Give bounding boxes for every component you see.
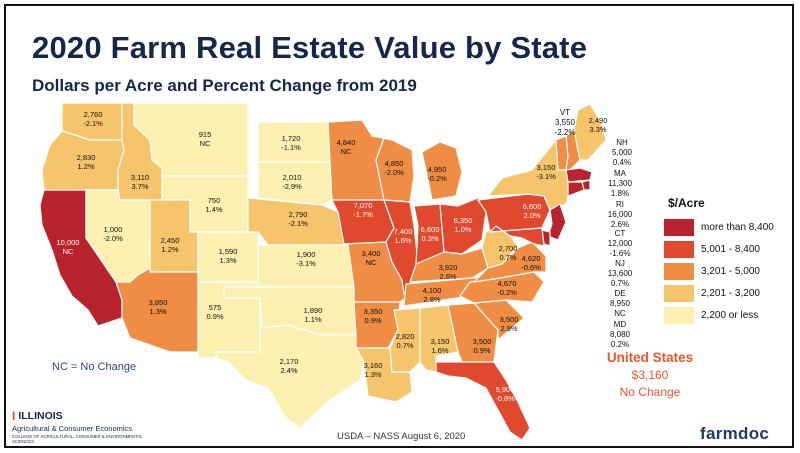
legend-swatch — [664, 262, 694, 280]
state-label-SD: 2,010 -2.9% — [282, 173, 302, 191]
state-label-MS: 2,820 0.7% — [396, 332, 415, 350]
state-label-MA: MA 11,300 1.8% — [608, 169, 632, 198]
state-label-AZ: 3,850 1.3% — [149, 298, 168, 316]
state-label-NE: 2,790 -2.1% — [288, 210, 308, 228]
legend-label: 2,201 - 3,200 — [701, 287, 760, 299]
state-label-GA: 3,500 0.9% — [473, 337, 492, 355]
state-label-SC: 3,500 2.9% — [500, 315, 519, 333]
state-label-RI: RI 16,000 2.6% — [608, 200, 633, 229]
legend-label: 5,001 - 8,400 — [701, 243, 760, 255]
state-NJ — [547, 203, 567, 241]
state-label-UT: 2,450 1.2% — [161, 236, 180, 254]
page-subtitle: Dollars per Acre and Percent Change from… — [32, 76, 417, 95]
state-label-ND: 1,720 -1.1% — [281, 134, 301, 152]
state-label-AR: 3,350 0.9% — [364, 307, 383, 325]
state-MD — [489, 225, 545, 247]
state-label-NV: 1,000 -2.0% — [103, 225, 123, 243]
state-label-IN: 6,600 0.3% — [421, 225, 440, 243]
state-label-ID: 3,110 3.7% — [131, 173, 149, 191]
nc-note: NC = No Change — [52, 361, 137, 373]
state-label-TN: 4,100 2.8% — [423, 286, 442, 304]
illinois-name: ILLINOIS — [18, 410, 63, 422]
state-label-MT: 915 NC — [199, 130, 212, 148]
college-name: COLLEGE OF AGRICULTURAL, CONSUMER & ENVI… — [12, 434, 143, 444]
farmdoc-logo: farmdoc — [700, 424, 770, 443]
state-label-MO: 3,400 NC — [362, 249, 381, 267]
illinois-i-icon: I — [12, 409, 16, 423]
state-label-PA: 6,600 2.0% — [523, 202, 542, 220]
legend-label: 3,201 - 5,000 — [701, 265, 760, 277]
legend-title: $/Acre — [668, 196, 705, 210]
us-summary: United States $3,160 No Change — [600, 350, 700, 399]
state-TX — [215, 297, 365, 429]
state-FL — [435, 361, 531, 441]
legend-item: 2,200 or less — [664, 304, 794, 326]
illinois-logo: I ILLINOIS Agricultural & Consumer Econom… — [12, 409, 162, 444]
state-ME — [573, 103, 607, 161]
legend-swatch — [664, 240, 694, 258]
state-label-NY: 3,150 -3.1% — [536, 163, 556, 181]
state-IL — [383, 199, 419, 295]
state-label-NM: 575 0.9% — [206, 303, 223, 321]
state-label-NH: NH 5,000 0.4% — [612, 138, 633, 167]
legend: $/Acre more than 8,400 5,001 - 8,400 3,2… — [664, 196, 794, 326]
state-label-WI: 4,850 -2.0% — [384, 159, 404, 177]
state-MA — [565, 167, 593, 183]
state-label-TX: 2,170 2.4% — [280, 357, 299, 375]
state-label-AL: 3,150 1.6% — [431, 337, 450, 355]
us-summary-value: $3,160 — [631, 368, 669, 382]
state-label-ME: 2,490 3.3% — [589, 116, 608, 134]
state-label-WV: 2,700 0.7% — [499, 244, 518, 262]
legend-swatch — [664, 218, 694, 236]
state-label-WY: 750 1.4% — [205, 196, 222, 214]
source-note: USDA – NASS August 6, 2020 — [337, 431, 466, 442]
state-MT — [133, 102, 249, 177]
state-label-KY: 3,920 2.6% — [439, 263, 458, 281]
state-label-VT: VT 3,550 -2.2% — [555, 108, 576, 137]
state-label-DE: DE 8,950 NC — [610, 289, 631, 318]
legend-item: 3,201 - 5,000 — [664, 260, 794, 282]
us-summary-title: United States — [606, 350, 694, 365]
state-label-OK: 1,890 1.1% — [304, 306, 323, 324]
state-label-CT: CT 12,000 -1.6% — [608, 229, 633, 258]
state-label-LA: 3,160 1.3% — [364, 361, 383, 379]
legend-item: 2,201 - 3,200 — [664, 282, 794, 304]
legend-label: more than 8,400 — [701, 221, 774, 233]
state-label-CO: 1,590 1.3% — [219, 247, 238, 265]
state-label-MN: 4,840 NC — [337, 138, 356, 156]
legend-item: more than 8,400 — [664, 216, 794, 238]
state-label-OH: 6,350 1.0% — [454, 216, 473, 234]
state-label-OR: 2,830 1.2% — [77, 153, 96, 171]
us-summary-change: No Change — [619, 385, 681, 399]
state-label-NC: 4,670 -0.2% — [497, 279, 517, 297]
state-label-FL: 5,900 -0.8% — [495, 385, 515, 403]
state-VA — [473, 241, 547, 283]
state-SD — [257, 161, 333, 206]
department-name: Agricultural & Consumer Economics — [12, 424, 133, 433]
state-label-MI: 4,950 -0.2% — [427, 165, 447, 183]
state-label-KS: 1,900 -3.1% — [296, 250, 316, 268]
legend-label: 2,200 or less — [701, 309, 759, 321]
state-label-IL: 7,400 1.6% — [394, 227, 413, 245]
state-label-VA: 4,620 -0.6% — [521, 254, 541, 272]
state-label-MD: MD 8,080 0.2% — [610, 320, 631, 349]
state-CT — [567, 181, 585, 197]
state-label-IA: 7,070 -1.7% — [353, 201, 373, 219]
state-label-CA: 10,000 NC — [57, 238, 80, 256]
state-label-WA: 2,760 -2.1% — [83, 110, 103, 128]
state-MI — [421, 141, 463, 201]
legend-swatch — [664, 306, 694, 324]
page-title: 2020 Farm Real Estate Value by State — [32, 30, 588, 65]
legend-item: 5,001 - 8,400 — [664, 238, 794, 260]
state-label-NJ: NJ 13,600 0.7% — [608, 259, 633, 288]
legend-swatch — [664, 284, 694, 302]
